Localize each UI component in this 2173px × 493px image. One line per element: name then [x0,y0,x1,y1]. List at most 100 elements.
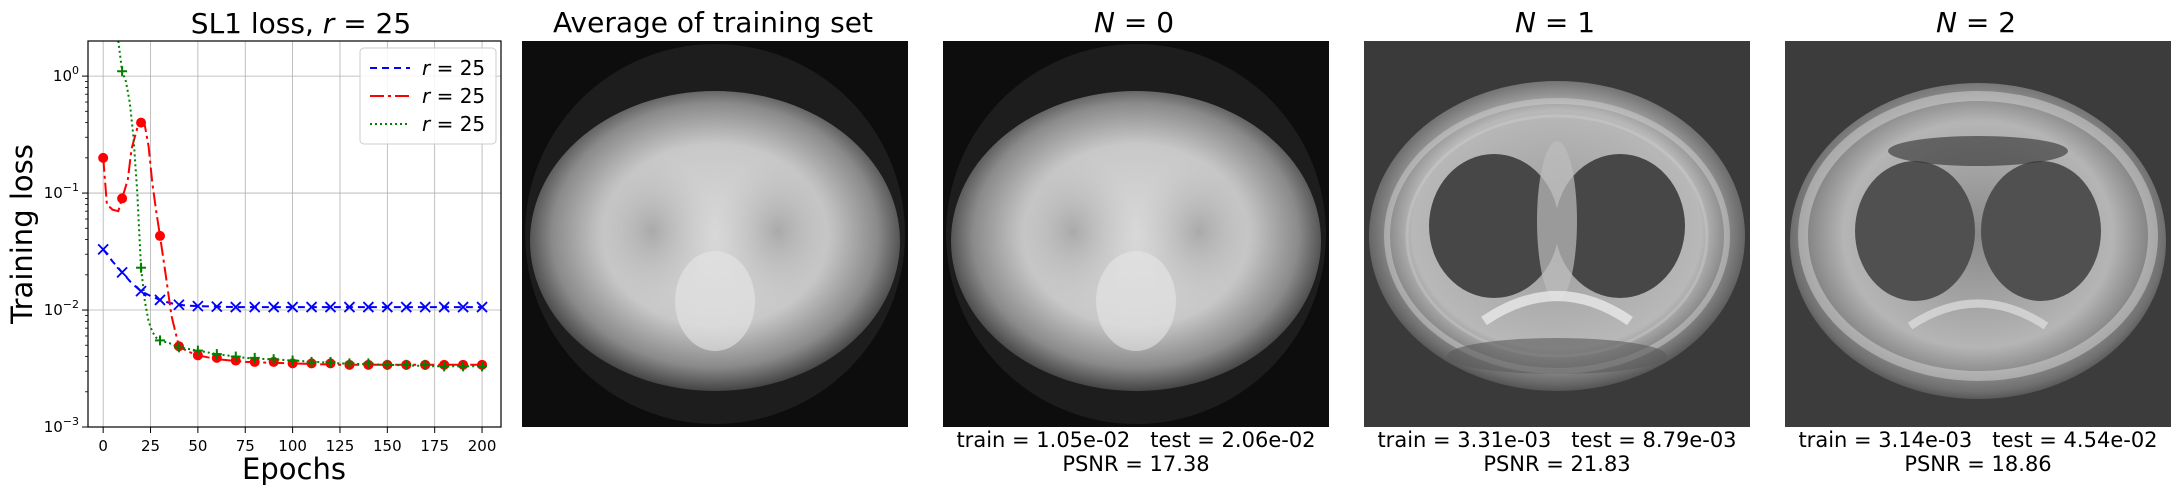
marker-x-stroke [438,301,450,313]
x-axis-label: Epochs [242,452,346,486]
marker-circle [98,152,109,163]
marker-x-stroke [381,301,393,313]
marker-x-stroke [324,301,337,313]
x-tick-label: 200 [468,437,497,455]
marker-x-stroke [154,294,166,306]
marker-plus [458,361,469,372]
image-average-training-set [522,41,908,427]
panel-title-n2: N = 2 [1935,6,2017,39]
marker-x-stroke [419,301,431,313]
x-tick-label: 75 [236,437,255,455]
image-n0 [943,41,1329,427]
marker-x-stroke [135,285,147,297]
marker-circle [117,193,128,204]
panel-title-average: Average of training set [553,6,873,39]
caption-n2: train = 3.14e-03 test = 4.54e-02 PSNR = 1… [1798,428,2158,476]
marker-x-stroke [116,266,128,278]
y-tick-label: 10−1 [44,181,79,202]
marker-x [135,285,147,297]
panel-title-n1: N = 1 [1514,6,1596,39]
marker-x [476,301,488,313]
chart-title: SL1 loss, r = 25 [191,7,411,40]
marker-x [268,301,280,313]
y-tick-label: 100 [53,64,79,85]
x-tick-label: 125 [326,437,355,455]
marker-x [192,300,204,312]
marker-x-stroke [305,301,318,313]
marker-x [400,301,412,313]
marker-x [116,266,128,278]
image-n1 [1364,41,1750,427]
caption-n1: train = 3.31e-03 test = 8.79e-03 PSNR = 2… [1377,428,1737,476]
marker-plus [154,335,165,346]
marker-plus [382,359,393,370]
legend: r = 25 r = 25 r = 25 [359,47,497,145]
marker-plus [287,355,298,366]
training-loss-chart: SL1 loss, r = 25 0 25 50 75 100 125 150 175 200 … [5,7,502,486]
series-line-1 [102,248,483,309]
marker-x-stroke [343,301,356,313]
y-axis-label: Training loss [5,144,39,325]
markers-layer [97,66,488,372]
x-tick-label: 100 [278,437,307,455]
marker-x [230,301,242,313]
marker-x-stroke [249,301,261,313]
marker-x-stroke [211,300,223,313]
marker-x-stroke [476,301,488,313]
plot-frame [87,40,502,428]
marker-x-stroke [457,301,469,313]
caption-n0: train = 1.05e-02 test = 2.06e-02 PSNR = 1… [956,428,1316,476]
marker-x [286,301,299,313]
marker-plus [211,349,222,360]
marker-x [381,301,393,313]
marker-x-stroke [173,299,185,311]
marker-plus [230,351,241,362]
marker-plus [136,262,147,273]
marker-x-stroke [230,301,242,313]
marker-plus [192,345,203,356]
x-tick-label: 175 [420,437,449,455]
legend-label-1: r = 25 [422,56,485,80]
y-axis-ticks: 10−3 10−2 10−1 100 [44,64,88,436]
marker-x-stroke [400,301,412,313]
marker-plus [439,361,450,372]
legend-label-3: r = 25 [422,112,485,136]
marker-plus [344,358,355,369]
marker-plus [420,359,431,370]
series-line-3 [117,41,483,368]
x-tick-label: 150 [373,437,402,455]
marker-circle [136,117,147,128]
x-axis-ticks: 0 25 50 75 100 125 150 175 200 [98,427,496,455]
x-tick-label: 50 [188,437,207,455]
image-n2 [1785,41,2171,427]
marker-circle [154,230,165,241]
marker-x [362,301,375,313]
x-tick-label: 25 [141,437,160,455]
marker-x [438,301,450,313]
marker-x [324,301,337,313]
marker-x [343,301,356,313]
marker-x [457,301,469,313]
panel-title-n0: N = 0 [1093,6,1175,39]
marker-x [249,301,261,313]
marker-plus [306,356,317,367]
x-tick-label: 0 [98,437,108,455]
marker-x [173,299,185,311]
legend-label-2: r = 25 [422,84,485,108]
marker-x-stroke [268,301,280,313]
marker-plus [325,356,336,367]
marker-plus [363,358,374,369]
marker-plus [117,66,128,77]
marker-x [97,243,109,256]
marker-x-stroke [286,301,299,313]
marker-plus [173,342,184,353]
marker-plus [249,352,260,363]
marker-x-stroke [192,300,204,312]
marker-x [419,301,431,313]
y-tick-label: 10−3 [44,415,79,436]
y-tick-label: 10−2 [44,298,79,319]
marker-plus [477,361,488,372]
legend-box [359,47,497,145]
marker-x [211,300,223,313]
marker-plus [401,359,412,370]
